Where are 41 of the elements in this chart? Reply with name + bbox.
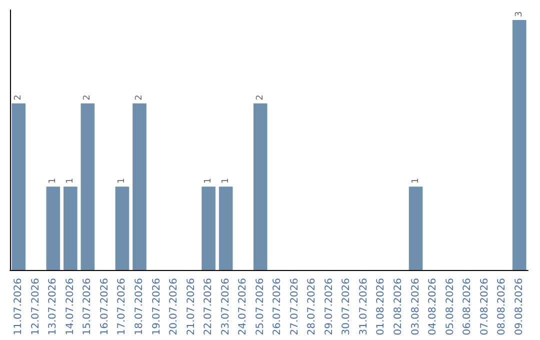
x-tick-label: 30.07.2026 (341, 278, 352, 336)
x-tick-label: 19.07.2026 (151, 278, 162, 336)
x-tick-label: 17.07.2026 (116, 278, 128, 336)
x-tick-label: 07.08.2026 (479, 278, 490, 336)
x-tick-label: 13.07.2026 (48, 278, 59, 336)
x-tick-label: 20.07.2026 (168, 278, 180, 336)
x-tick-label: 14.07.2026 (64, 278, 76, 336)
x-tick-label: 24.07.2026 (238, 278, 249, 336)
data-label: 1 (204, 178, 214, 184)
x-tick-label: 25.07.2026 (254, 278, 266, 336)
data-label: 2 (134, 94, 144, 100)
x-tick-label: 27.07.2026 (289, 278, 300, 336)
x-tick-label: 08.08.2026 (496, 278, 508, 336)
x-tick-label: 03.08.2026 (410, 278, 422, 336)
x-tick-label: 06.08.2026 (462, 278, 474, 336)
data-label: 3 (514, 11, 524, 17)
x-tick-label: 22.07.2026 (203, 278, 214, 336)
x-tick-label: 09.08.2026 (514, 278, 525, 336)
x-tick-label: 16.07.2026 (99, 278, 110, 336)
data-label: 1 (410, 178, 421, 184)
x-tick-label: 12.07.2026 (30, 278, 42, 336)
x-tick-label: 05.08.2026 (444, 278, 456, 336)
data-label: 1 (117, 178, 128, 184)
x-tick-label: 29.07.2026 (324, 278, 335, 336)
x-tick-label: 04.08.2026 (428, 278, 439, 336)
data-label: 2 (82, 94, 93, 100)
data-label: 2 (14, 94, 24, 100)
x-tick-label: 11.07.2026 (13, 278, 24, 336)
x-tick-label: 18.07.2026 (134, 278, 145, 336)
x-tick-label: 02.08.2026 (393, 278, 404, 336)
x-tick-label: 15.07.2026 (82, 278, 94, 336)
x-tick-label: 21.07.2026 (186, 278, 197, 336)
x-tick-label: 28.07.2026 (306, 278, 318, 336)
x-tick-label: 31.07.2026 (358, 278, 370, 336)
x-tick-label: 01.08.2026 (376, 278, 387, 336)
data-label: 1 (48, 178, 58, 184)
x-tick-label: 26.07.2026 (272, 278, 284, 336)
x-tick-label: 23.07.2026 (220, 278, 232, 336)
data-label: 1 (65, 178, 76, 184)
data-label: 2 (255, 94, 266, 100)
data-label: 1 (220, 178, 231, 184)
